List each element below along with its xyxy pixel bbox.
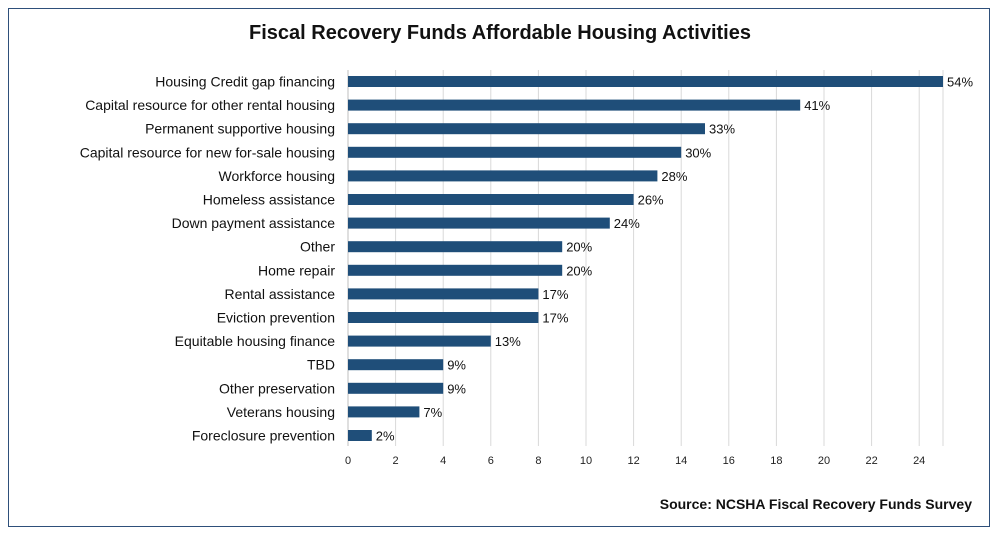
data-label: 17% (542, 287, 568, 302)
category-label: Other (300, 239, 335, 255)
data-label: 41% (804, 98, 830, 113)
category-label: Homeless assistance (203, 192, 335, 208)
bar (348, 99, 801, 111)
category-label: Down payment assistance (172, 215, 336, 231)
category-label: TBD (307, 357, 335, 373)
x-tick-label: 22 (865, 455, 877, 467)
data-label: 20% (566, 240, 592, 255)
bar (348, 123, 705, 135)
bar (348, 382, 444, 394)
data-label: 7% (423, 405, 442, 420)
bar (348, 264, 563, 276)
bar (348, 241, 563, 253)
bar (348, 430, 372, 441)
bar (348, 194, 634, 205)
data-label: 13% (495, 334, 521, 349)
category-label: Capital resource for new for-sale housin… (80, 144, 335, 160)
data-label: 28% (661, 169, 687, 184)
x-tick-label: 2 (393, 455, 399, 467)
data-label: 54% (947, 75, 973, 90)
category-label: Permanent supportive housing (145, 121, 335, 137)
x-tick-label: 8 (535, 455, 541, 467)
data-label: 26% (638, 193, 664, 208)
x-tick-label: 24 (913, 455, 925, 467)
source-note: Source: NCSHA Fiscal Recovery Funds Surv… (659, 496, 972, 512)
data-label: 33% (709, 122, 735, 137)
category-label: Other preservation (219, 380, 335, 396)
category-label: Equitable housing finance (175, 333, 336, 349)
data-label: 17% (542, 311, 568, 326)
x-tick-label: 16 (723, 455, 735, 467)
data-label: 30% (685, 145, 711, 160)
data-label: 9% (447, 381, 466, 396)
bar (348, 359, 444, 371)
x-tick-label: 20 (818, 455, 830, 467)
x-tick-label: 10 (580, 455, 592, 467)
x-tick-label: 18 (770, 455, 782, 467)
bar (348, 170, 658, 182)
chart-title: Fiscal Recovery Funds Affordable Housing… (249, 22, 751, 44)
category-label: Housing Credit gap financing (155, 74, 335, 90)
data-label: 24% (614, 216, 640, 231)
x-tick-label: 6 (488, 455, 494, 467)
bar (348, 335, 491, 347)
x-tick-label: 0 (345, 455, 351, 467)
category-label: Veterans housing (227, 404, 335, 420)
bar (348, 146, 682, 158)
bar (348, 76, 943, 87)
category-label: Capital resource for other rental housin… (85, 97, 335, 113)
bar (348, 288, 539, 300)
data-label: 20% (566, 263, 592, 278)
bar (348, 406, 420, 418)
category-label: Home repair (258, 262, 335, 278)
category-label: Rental assistance (224, 286, 335, 302)
bar (348, 312, 539, 323)
category-label: Foreclosure prevention (192, 428, 335, 444)
x-tick-label: 12 (627, 455, 639, 467)
data-label: 2% (376, 429, 395, 444)
data-label: 9% (447, 358, 466, 373)
x-tick-label: 4 (440, 455, 446, 467)
x-tick-label: 14 (675, 455, 687, 467)
bar (348, 217, 610, 229)
category-label: Workforce housing (219, 168, 335, 184)
category-label: Eviction prevention (217, 310, 335, 326)
